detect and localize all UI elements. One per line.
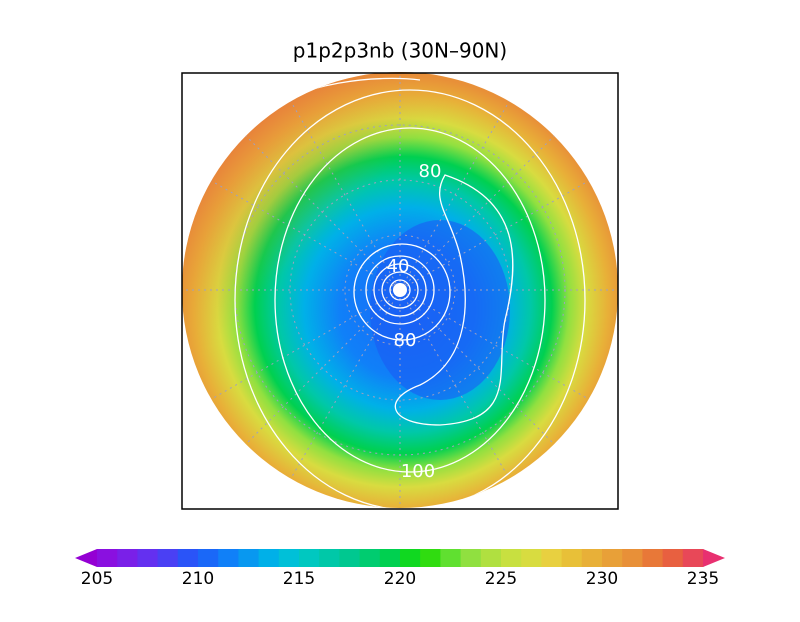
- contour-label: 40: [387, 256, 410, 277]
- map-field: [182, 72, 618, 508]
- colorbar-extend-low: [75, 549, 97, 567]
- colorbar-box: [379, 549, 401, 567]
- colorbar-box: [642, 549, 664, 567]
- colorbar-box: [420, 549, 441, 567]
- colorbar-extend-high: [703, 549, 725, 567]
- colorbar-box: [400, 549, 421, 567]
- colorbar-box: [581, 549, 603, 567]
- colorbar-box: [97, 549, 118, 567]
- colorbar-box: [157, 549, 179, 567]
- colorbar-box: [238, 549, 260, 567]
- colorbar-box: [440, 549, 462, 567]
- colorbar-box: [117, 549, 138, 567]
- colorbar-tick-label: 220: [384, 569, 416, 589]
- contour-label: 80: [419, 161, 442, 182]
- colorbar-box: [198, 549, 219, 567]
- colorbar-box: [258, 549, 280, 567]
- colorbar-box: [460, 549, 482, 567]
- colorbar-box: [177, 549, 199, 567]
- colorbar-box: [682, 549, 704, 567]
- colorbar-box: [480, 549, 502, 567]
- map-title: p1p2p3nb (30N–90N): [293, 39, 507, 63]
- colorbar-box: [622, 549, 643, 567]
- colorbar-tick-label: 205: [81, 569, 113, 589]
- colorbar-tick-label: 215: [283, 569, 315, 589]
- colorbar-box: [662, 549, 684, 567]
- colorbar-box: [521, 549, 542, 567]
- colorbar-tick-label: 225: [485, 569, 517, 589]
- colorbar-box: [541, 549, 563, 567]
- colorbar-box: [299, 549, 320, 567]
- colorbar-box: [319, 549, 340, 567]
- map-frame: [181, 72, 619, 510]
- colorbar-box: [339, 549, 361, 567]
- colorbar-box: [501, 549, 522, 567]
- colorbar-tick-label: 210: [182, 569, 214, 589]
- colorbar: 205 210 215 220 225 230 235: [75, 549, 725, 589]
- colorbar-box: [218, 549, 239, 567]
- contour-label: 80: [394, 330, 417, 351]
- colorbar-box: [359, 549, 381, 567]
- colorbar-box: [137, 549, 159, 567]
- contour-label: 100: [401, 461, 435, 482]
- colorbar-tick-label: 235: [687, 569, 719, 589]
- colorbar-tick-label: 230: [586, 569, 618, 589]
- colorbar-box: [561, 549, 583, 567]
- colorbar-box: [278, 549, 300, 567]
- colorbar-box: [602, 549, 623, 567]
